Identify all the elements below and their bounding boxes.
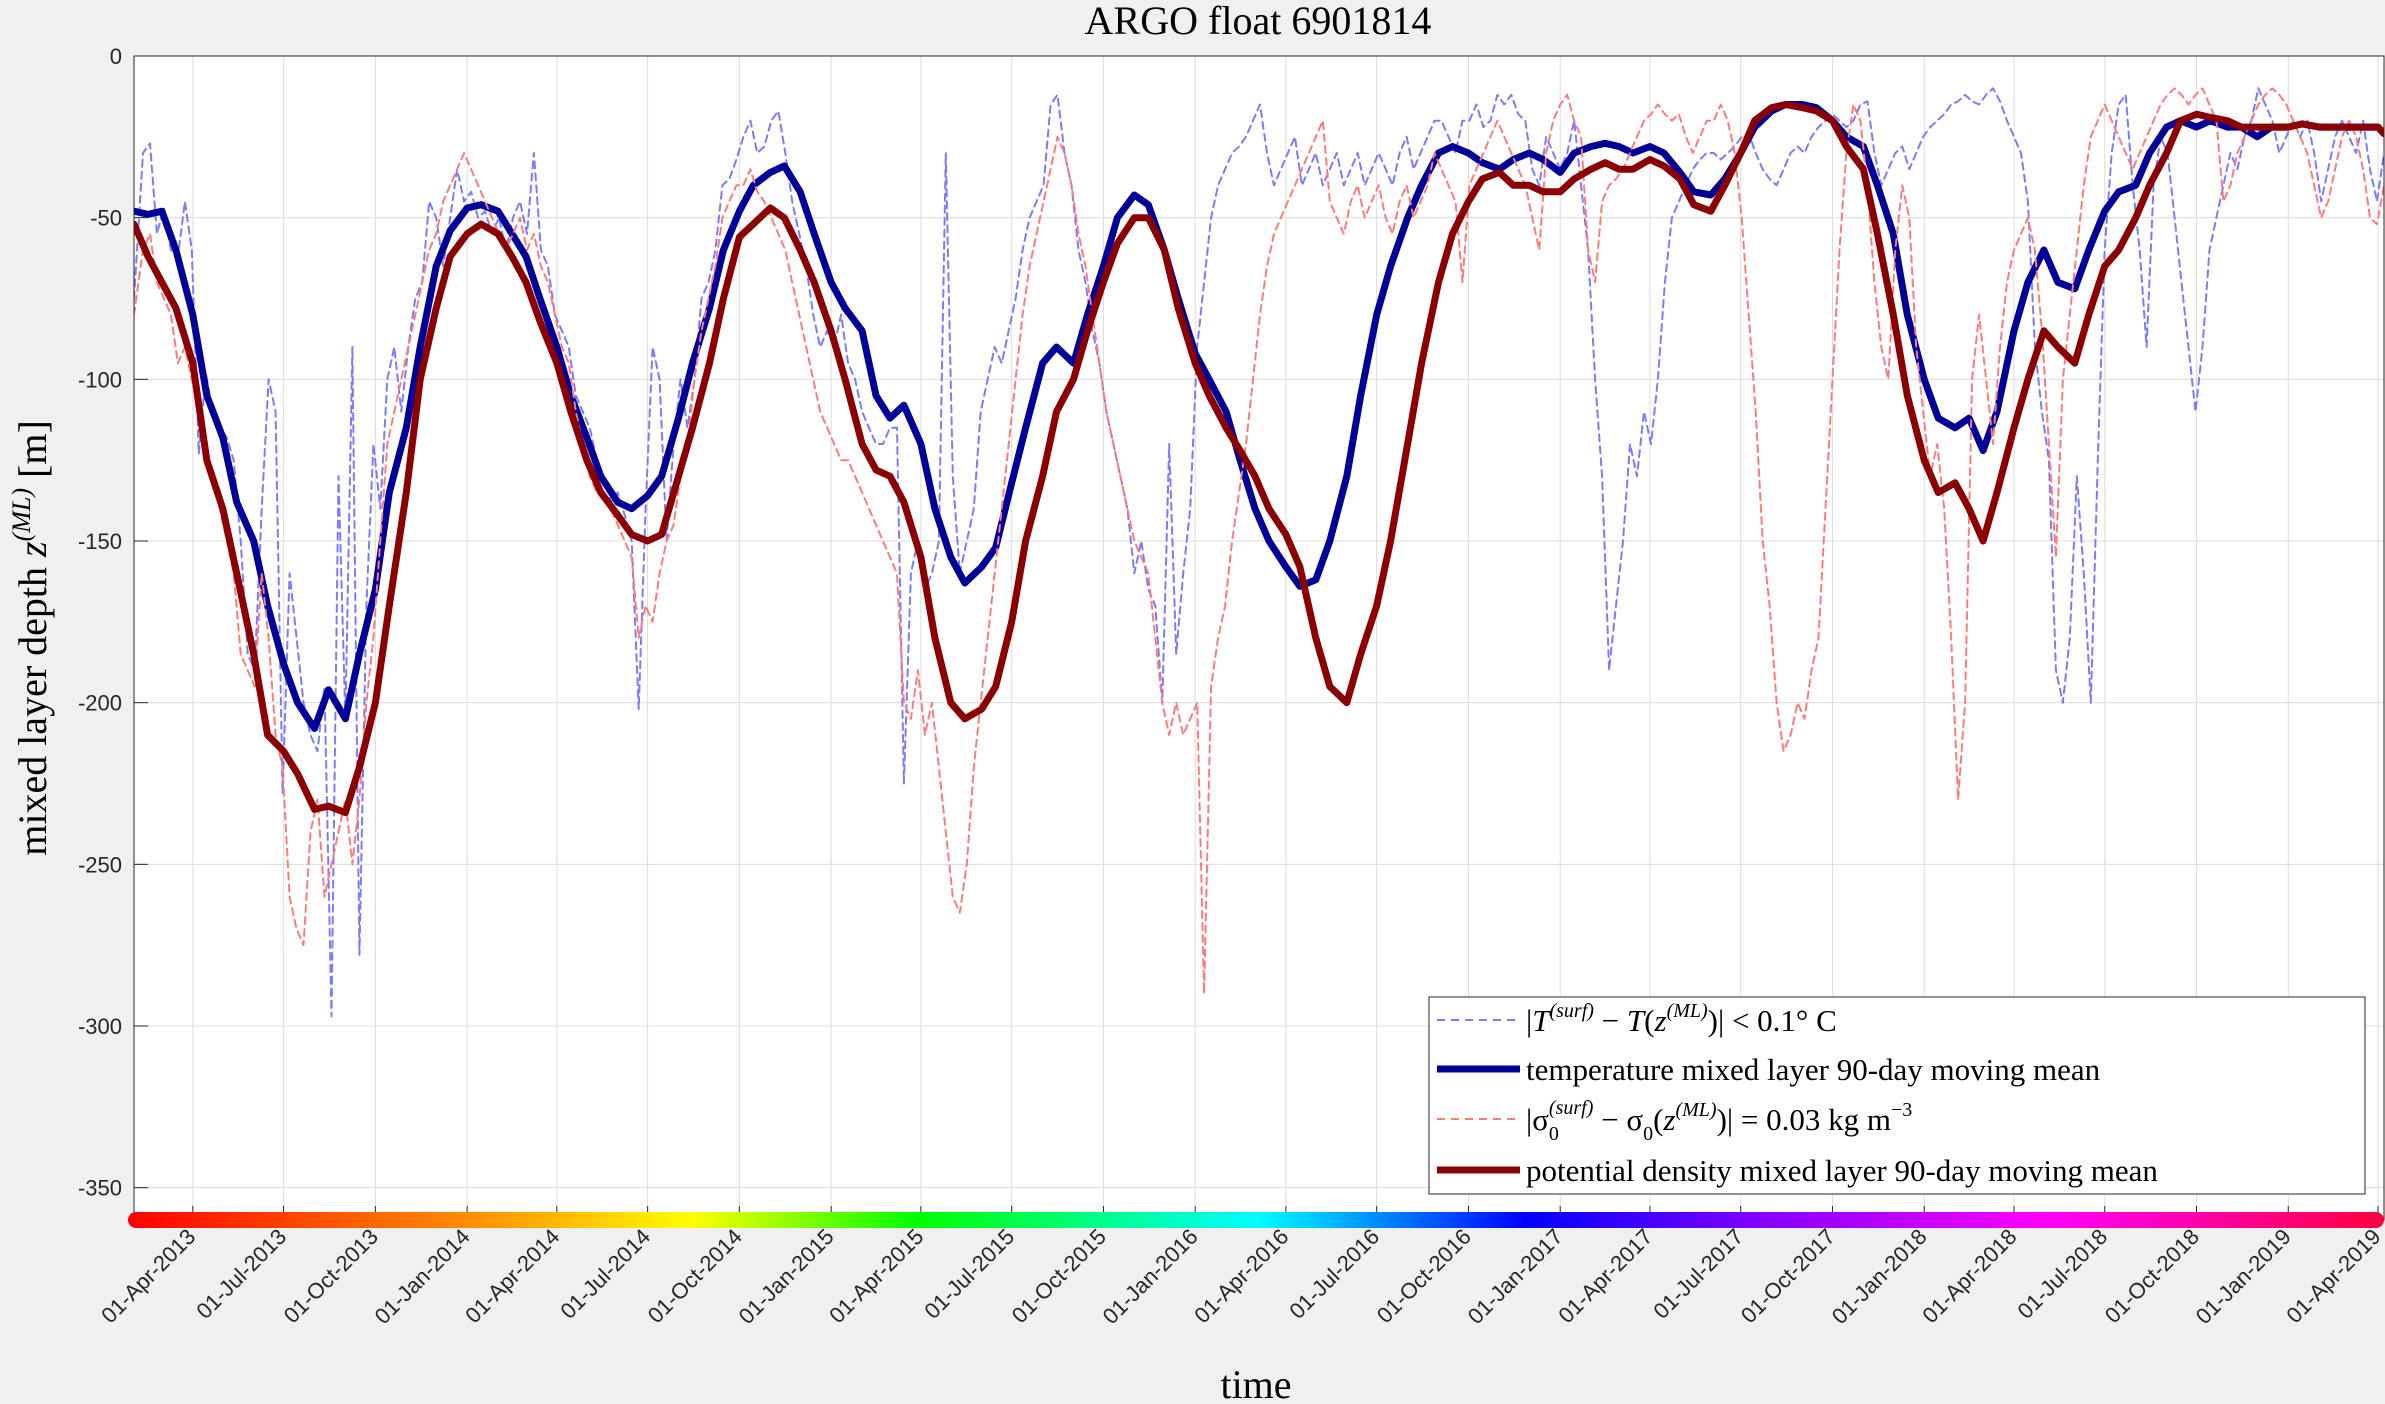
- series-line-dens-mean: [134, 101, 2384, 817]
- y-axis-label-sup: (ML): [7, 488, 36, 541]
- y-tick-label: -50: [90, 206, 122, 231]
- chart-title: ARGO float 6901814: [1085, 0, 1432, 43]
- y-tick-label: -150: [78, 529, 122, 554]
- x-tick-label: 01-Oct-2018: [2100, 1224, 2204, 1328]
- x-tick-label: 01-Apr-2017: [1553, 1224, 1657, 1328]
- legend-label-dens-raw: |σ0(surf) − σ0(z(ML))| = 0.03 kg m−3: [1526, 1097, 1912, 1145]
- x-axis-label: time: [1220, 1362, 1291, 1404]
- y-tick-label: 0: [110, 44, 122, 69]
- y-tick-label: -300: [78, 1014, 122, 1039]
- x-tick-label: 01-Oct-2017: [1736, 1224, 1840, 1328]
- x-tick-label: 01-Apr-2019: [2281, 1224, 2385, 1328]
- x-tick-label: 01-Apr-2016: [1189, 1224, 1293, 1328]
- grid-lines: [134, 55, 2384, 1220]
- y-tick-label: -200: [78, 691, 122, 716]
- x-tick-label: 01-Apr-2014: [460, 1224, 564, 1328]
- x-tick-label: 01-Jul-2015: [919, 1224, 1019, 1324]
- x-tick-label: 01-Jan-2017: [1463, 1224, 1568, 1329]
- x-tick-label: 01-Jul-2016: [1284, 1224, 1384, 1324]
- legend-label-dens-mean: potential density mixed layer 90-day mov…: [1526, 1153, 2158, 1188]
- x-tick-label: 01-Jan-2015: [734, 1224, 839, 1329]
- x-tick-label: 01-Jan-2018: [1827, 1224, 1932, 1329]
- y-axis-label-var: z: [10, 541, 55, 558]
- x-tick-label: 01-Oct-2014: [643, 1224, 747, 1328]
- series-line-temp-mean: [134, 101, 2384, 732]
- x-tick-label: 01-Jul-2018: [2012, 1224, 2112, 1324]
- legend: |T(surf) − T(z(ML))| < 0.1° C temperatur…: [1428, 996, 2366, 1195]
- x-tick-label: 01-Jan-2014: [370, 1224, 475, 1329]
- y-tick-label: -100: [78, 367, 122, 392]
- x-tick-label: 01-Jul-2017: [1648, 1224, 1748, 1324]
- time-colorbar: [128, 1212, 2384, 1228]
- legend-label-temp-mean: temperature mixed layer 90-day moving me…: [1526, 1052, 2101, 1087]
- x-tick-label: 01-Oct-2016: [1372, 1224, 1476, 1328]
- x-tick-label: 01-Jan-2019: [2191, 1224, 2296, 1329]
- x-tick-label: 01-Oct-2015: [1007, 1224, 1111, 1328]
- series-line-dens-raw: [134, 87, 2384, 995]
- x-tick-label: 01-Oct-2013: [279, 1224, 383, 1328]
- y-axis-label-main: mixed layer depth: [10, 557, 55, 856]
- x-tick-label: 01-Jul-2014: [555, 1224, 655, 1324]
- y-axis-ticks: 0 -50 -100 -150 -200 -250 -300 -350: [78, 44, 148, 1201]
- x-tick-label: 01-Apr-2018: [1917, 1224, 2021, 1328]
- x-tick-label: 01-Apr-2015: [824, 1224, 928, 1328]
- y-tick-label: -350: [78, 1176, 122, 1201]
- legend-label-temp-raw: |T(surf) − T(z(ML))| < 0.1° C: [1526, 1000, 1837, 1038]
- y-axis-label-unit: [m]: [10, 420, 55, 488]
- y-tick-label: -250: [78, 852, 122, 877]
- x-tick-label: 01-Jan-2016: [1098, 1224, 1203, 1329]
- series-layer: [134, 87, 2384, 1018]
- legend-box: [1428, 996, 2366, 1195]
- x-tick-label: 01-Apr-2013: [96, 1224, 200, 1328]
- x-tick-label: 01-Jul-2013: [191, 1224, 291, 1324]
- y-axis-label: mixed layer depth z(ML) [m]: [7, 420, 55, 856]
